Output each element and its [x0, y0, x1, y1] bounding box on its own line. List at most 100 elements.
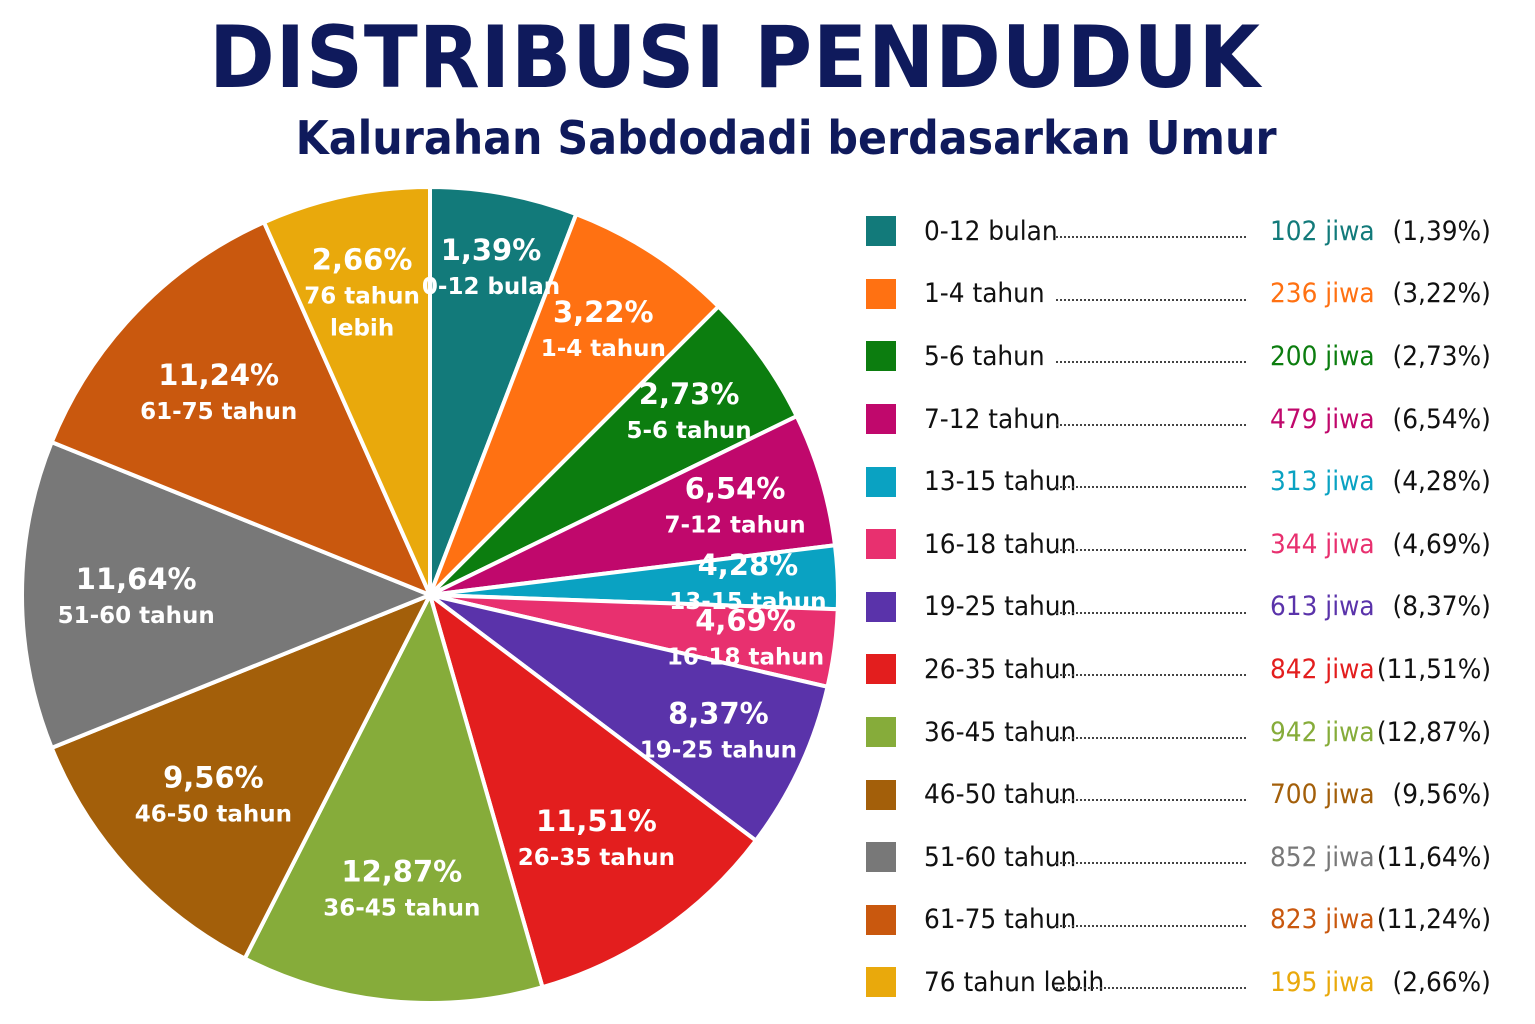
legend-percentage: (12,87%): [1376, 716, 1491, 748]
pie-slice-36-45-tahun: [242, 589, 545, 1005]
legend-swatch: [866, 278, 896, 309]
legend-swatch: [866, 466, 896, 497]
legend-percentage: (2,66%): [1392, 966, 1491, 998]
legend-label: 7-12 tahun: [924, 403, 1061, 435]
slice-category-label: 46-50 tahun: [135, 802, 292, 828]
legend-item: 5-6 tahun 200 jiwa (2,73%): [866, 325, 1506, 388]
slice-category-label: 61-75 tahun: [140, 399, 297, 425]
legend-item: 46-50 tahun 700 jiwa (9,56%): [866, 763, 1506, 826]
legend-count: 344 jiwa: [1270, 528, 1375, 560]
legend-count: 313 jiwa: [1270, 466, 1375, 498]
pie-slice-1-4-tahun: [428, 211, 722, 597]
chart-subtitle: Kalurahan Sabdodadi berdasarkan Umur: [295, 111, 1277, 165]
legend-label: 1-4 tahun: [924, 278, 1045, 310]
legend-swatch: [866, 216, 896, 247]
slice-pct-label: 9,56%: [163, 761, 264, 795]
legend-swatch: [866, 779, 896, 810]
legend-count: 613 jiwa: [1270, 591, 1375, 623]
legend-label: 51-60 tahun: [924, 841, 1077, 873]
legend-label: 5-6 tahun: [924, 340, 1045, 372]
slice-category-label: 16-18 tahun: [667, 645, 824, 671]
legend-percentage: (4,28%): [1392, 466, 1491, 498]
legend-dot-leader: [1056, 799, 1246, 802]
legend-dot-leader: [1056, 861, 1246, 864]
pie-slice-5-6-tahun: [428, 303, 800, 597]
legend-label: 13-15 tahun: [924, 466, 1077, 498]
legend-label: 76 tahun lebih: [924, 966, 1105, 998]
slice-pct-label: 4,69%: [695, 604, 796, 638]
legend-count: 842 jiwa: [1270, 653, 1375, 685]
legend-dot-leader: [1056, 674, 1246, 677]
slice-category-label: 36-45 tahun: [323, 895, 480, 921]
legend-dot-leader: [1056, 736, 1246, 739]
legend-percentage: (2,73%): [1392, 340, 1491, 372]
slice-category-label: 13-15 tahun: [669, 589, 826, 615]
pie-slice-51-60-tahun: [20, 439, 436, 751]
legend-percentage: (1,39%): [1392, 215, 1491, 247]
slice-category-label: 5-6 tahun: [626, 418, 751, 444]
slice-pct-label: 11,51%: [536, 804, 657, 838]
legend-item: 13-15 tahun 313 jiwa (4,28%): [866, 450, 1506, 513]
slice-pct-label: 2,73%: [639, 377, 740, 411]
chart-title: DISTRIBUSI PENDUDUK: [209, 8, 1261, 108]
legend-swatch: [866, 904, 896, 935]
slice-pct-label: 3,22%: [553, 295, 654, 329]
legend-swatch: [866, 967, 896, 998]
legend-label: 46-50 tahun: [924, 779, 1077, 811]
slice-category-label: 76 tahun: [304, 284, 420, 310]
legend-swatch: [866, 529, 896, 560]
slice-pct-label: 8,37%: [668, 697, 769, 731]
legend-item: 0-12 bulan 102 jiwa (1,39%): [866, 200, 1506, 263]
legend-label: 36-45 tahun: [924, 716, 1077, 748]
legend-dot-leader: [1056, 236, 1246, 238]
legend-count: 195 jiwa: [1270, 966, 1375, 998]
slice-category-label: 0-12 bulan: [422, 274, 560, 300]
legend-count: 852 jiwa: [1270, 841, 1375, 873]
slice-pct-label: 11,24%: [158, 358, 279, 392]
slice-category-label: 26-35 tahun: [518, 845, 675, 871]
slice-pct-label: 11,64%: [76, 562, 197, 596]
legend-item: 16-18 tahun 344 jiwa (4,69%): [866, 513, 1506, 576]
slice-pct-label: 6,54%: [685, 472, 786, 506]
legend-swatch: [866, 842, 896, 873]
slice-pct-label: 12,87%: [341, 854, 462, 888]
legend-dot-leader: [1056, 298, 1246, 301]
legend-count: 823 jiwa: [1270, 904, 1375, 936]
legend-dot-leader: [1056, 548, 1246, 551]
pie-slice-19-25-tahun: [428, 593, 830, 844]
legend-item: 51-60 tahun 852 jiwa (11,64%): [866, 826, 1506, 889]
legend-dot-leader: [1056, 987, 1246, 990]
legend-item: 61-75 tahun 823 jiwa (11,24%): [866, 889, 1506, 952]
legend-swatch: [866, 654, 896, 685]
legend-percentage: (9,56%): [1392, 779, 1491, 811]
slice-pct-label: 1,39%: [441, 233, 542, 267]
legend-percentage: (11,24%): [1376, 904, 1491, 936]
legend-item: 26-35 tahun 842 jiwa (11,51%): [866, 638, 1506, 701]
legend-label: 0-12 bulan: [924, 215, 1058, 247]
legend-percentage: (8,37%): [1392, 591, 1491, 623]
legend-label: 16-18 tahun: [924, 528, 1077, 560]
slice-category-label: 7-12 tahun: [664, 513, 805, 539]
legend-count: 102 jiwa: [1270, 215, 1375, 247]
pie-slice-26-35-tahun: [426, 589, 759, 990]
slice-category-label: 1-4 tahun: [541, 336, 666, 362]
legend-item: 7-12 tahun 479 jiwa (6,54%): [866, 388, 1506, 451]
slice-category-label: 51-60 tahun: [58, 603, 215, 629]
legend-item: 1-4 tahun 236 jiwa (3,22%): [866, 263, 1506, 326]
legend-percentage: (11,64%): [1376, 841, 1491, 873]
legend-label: 19-25 tahun: [924, 591, 1077, 623]
legend-swatch: [866, 591, 896, 622]
legend-item: 76 tahun lebih 195 jiwa (2,66%): [866, 951, 1506, 1014]
pie-slice-76-tahun-lebih: [261, 184, 432, 596]
legend-swatch: [866, 717, 896, 748]
legend-count: 700 jiwa: [1270, 779, 1375, 811]
legend-percentage: (11,51%): [1376, 653, 1491, 685]
legend-item: 36-45 tahun 942 jiwa (12,87%): [866, 701, 1506, 764]
legend-swatch: [866, 404, 896, 435]
legend-percentage: (6,54%): [1392, 403, 1491, 435]
slice-pct-label: 4,28%: [698, 548, 799, 582]
pie-slice-7-12-tahun: [429, 413, 838, 597]
slice-category-label: lebih: [330, 316, 394, 342]
legend-dot-leader: [1056, 924, 1246, 927]
